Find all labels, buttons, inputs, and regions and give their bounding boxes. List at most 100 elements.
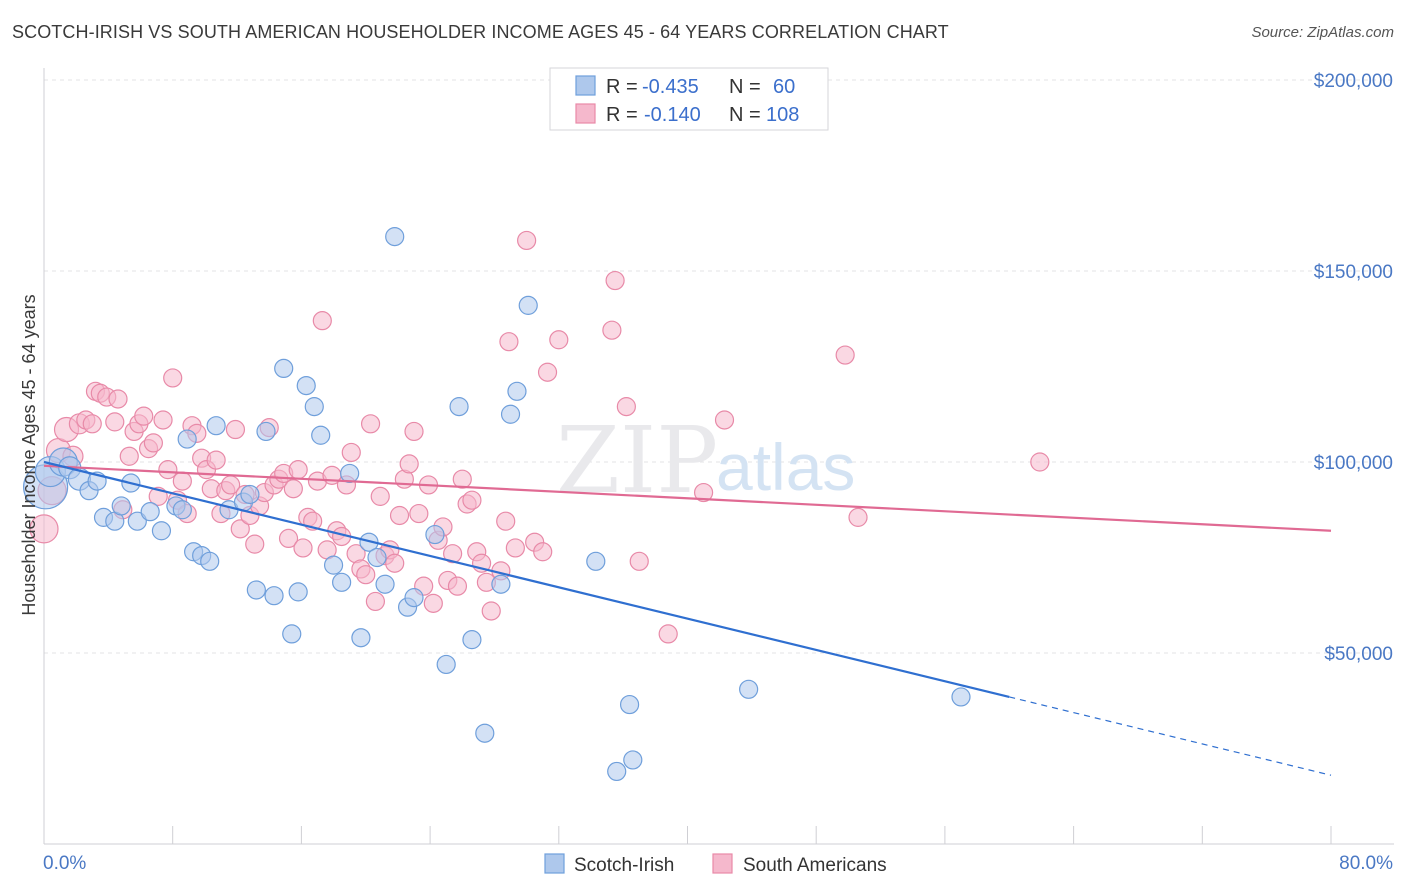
scotch-irish-point: [127, 511, 147, 531]
scotch-irish-point: [462, 630, 482, 650]
south-americans-point: [452, 469, 472, 489]
scotch-irish-point: [951, 687, 971, 707]
y-tick-labels: $50,000 $100,000 $150,000 $200,000: [1314, 71, 1393, 665]
scotch-irish-point: [304, 397, 324, 417]
south-americans-point: [693, 482, 714, 503]
south-americans-point: [605, 270, 625, 291]
scotch-irish-point: [206, 416, 226, 436]
south-americans-point: [714, 410, 735, 430]
south-americans-point: [134, 406, 154, 426]
scotch-irish-point: [507, 381, 527, 401]
south-americans-point: [245, 534, 265, 554]
south-americans-point: [108, 389, 128, 409]
south-americans-point: [312, 311, 332, 331]
y-axis-label: Householder Income Ages 45 - 64 years: [19, 294, 39, 615]
legend-n-label-2: N =: [729, 104, 761, 126]
south-americans-point: [278, 528, 299, 549]
series-label-south-americans: South Americans: [743, 855, 887, 876]
scotch-irish-point: [332, 572, 352, 592]
scotch-irish-point: [385, 227, 405, 247]
scotch-irish-point: [739, 679, 759, 699]
south-americans-point: [537, 362, 558, 382]
scotch-irish-point: [177, 429, 197, 449]
scotch-irish-point: [140, 502, 160, 522]
scotch-irish-point: [311, 425, 331, 445]
south-americans-point: [119, 446, 139, 466]
scotch-irish-point: [351, 628, 371, 648]
legend-n-label-1: N =: [729, 76, 761, 98]
south-americans-point: [385, 553, 405, 573]
south-americans-point: [404, 421, 424, 442]
scotch-irish-point: [404, 588, 424, 608]
legend-n-value-1: 60: [773, 76, 795, 98]
south-americans-point: [143, 433, 163, 453]
y-tick-label: $150,000: [1314, 262, 1393, 283]
scotch-irish-trend-line: [43, 460, 1010, 698]
scotch-irish-point: [282, 624, 302, 644]
south-americans-point: [288, 460, 308, 480]
south-americans-point: [549, 330, 569, 350]
legend-r-value-2: -0.140: [644, 104, 701, 126]
scotch-irish-points: [23, 227, 971, 782]
south-americans-point: [409, 503, 429, 524]
south-americans-point: [462, 490, 482, 510]
trend-lines: [43, 460, 1332, 776]
south-americans-point: [447, 576, 468, 596]
south-americans-point: [293, 538, 313, 558]
scotch-irish-point: [340, 463, 360, 484]
south-americans-point: [105, 412, 125, 432]
south-americans-point: [230, 519, 250, 539]
scotch-irish-point: [264, 586, 284, 606]
south-americans-point: [225, 419, 246, 440]
south-americans-point: [360, 414, 381, 434]
south-americans-point: [365, 591, 386, 612]
scotch-irish-point: [367, 547, 387, 568]
south-americans-point: [283, 479, 303, 499]
grid-lines: [44, 79, 1394, 654]
series-swatch-scotch-irish: [544, 853, 565, 874]
legend-r-label-1: R =: [606, 76, 638, 98]
x-tick-label-min: 0.0%: [43, 853, 86, 874]
south-americans-point: [629, 551, 649, 571]
y-tick-label: $100,000: [1314, 453, 1393, 474]
south-americans-point: [533, 542, 553, 562]
south-americans-point: [517, 230, 537, 251]
south-americans-point: [29, 514, 59, 544]
scotch-irish-point: [200, 551, 220, 571]
south-americans-point: [163, 368, 183, 388]
legend-n-value-2: 108: [766, 104, 799, 126]
series-label-scotch-irish: Scotch-Irish: [574, 855, 674, 876]
chart-title: SCOTCH-IRISH VS SOUTH AMERICAN HOUSEHOLD…: [12, 22, 949, 42]
south-americans-point: [1030, 452, 1050, 472]
south-americans-point: [505, 538, 525, 558]
scotch-irish-point: [623, 750, 643, 770]
south-americans-point: [172, 471, 192, 491]
south-americans-point: [153, 410, 173, 430]
scotch-irish-point: [475, 723, 495, 743]
south-americans-point: [602, 320, 622, 340]
scotch-irish-point: [425, 524, 445, 545]
correlation-legend: R = -0.435 N = 60 R = -0.140 N = 108: [549, 67, 829, 131]
south-americans-trend-line: [43, 464, 1332, 532]
legend-box: [549, 67, 829, 131]
scotch-irish-point: [375, 574, 395, 594]
south-americans-point: [82, 414, 102, 434]
watermark-atlas: atlas: [716, 430, 855, 504]
source-credit: Source: ZipAtlas.com: [1251, 24, 1394, 41]
south-americans-point: [370, 486, 390, 506]
south-americans-point: [481, 601, 501, 621]
scotch-irish-point: [246, 580, 266, 600]
scotch-irish-point: [296, 376, 316, 396]
south-americans-point: [423, 593, 443, 613]
y-tick-label: $50,000: [1324, 644, 1393, 665]
south-americans-point: [496, 511, 516, 531]
scotch-irish-point: [607, 761, 627, 782]
south-americans-point: [616, 397, 636, 417]
scotch-irish-point: [586, 551, 606, 571]
south-americans-point: [848, 507, 868, 527]
x-tick-labels: 0.0% 80.0%: [43, 853, 1393, 874]
scotch-irish-point: [436, 654, 456, 675]
south-americans-point: [499, 332, 519, 352]
scotch-irish-point: [151, 521, 172, 541]
